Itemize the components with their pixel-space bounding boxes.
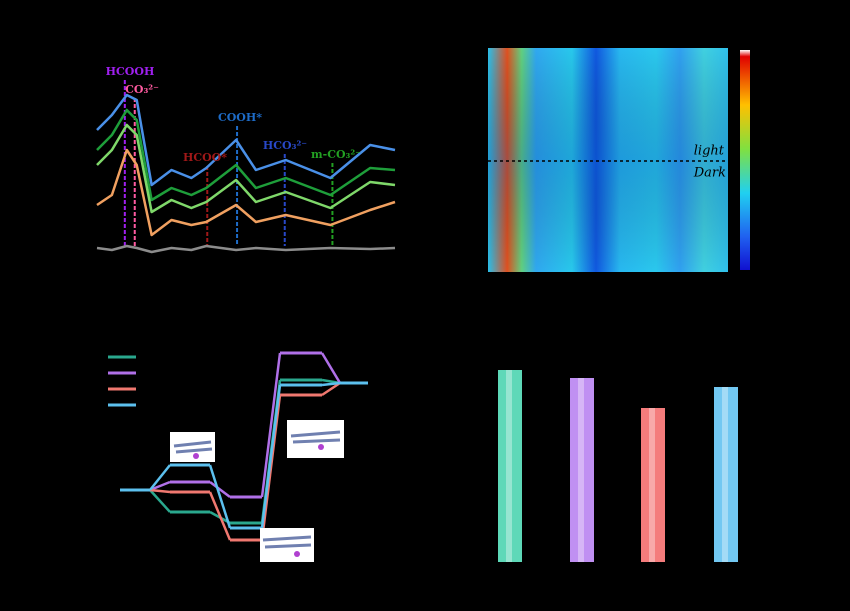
inset-structure [262,535,312,549]
inset-atom [294,551,300,557]
bar-highlight [722,387,728,562]
annotation: CO₃²⁻ [125,83,159,96]
energy-link [320,352,342,384]
annotation: m-CO₃²⁻ [311,148,361,161]
inset-atom [318,444,324,450]
inset-structure [173,440,213,454]
inset-atom [193,453,199,459]
bar [570,378,594,562]
energy-link [149,488,171,494]
energy-link [149,489,171,513]
energy-link [208,464,232,529]
energy-link [321,381,341,387]
bar [498,370,522,562]
heatmap-label: Dark [693,166,726,181]
insets [170,420,344,562]
annotation: HCOO* [183,151,227,164]
spectrum [96,148,396,237]
spectrum [96,123,396,214]
bar-highlight [578,378,584,562]
energy-link [208,491,232,541]
spectrum [96,108,396,202]
bar [714,387,738,562]
annotation: COOH* [218,111,262,124]
bar [641,408,665,562]
heatmap: light Dark [488,48,750,272]
energy-link [260,384,282,529]
energy-link [321,381,341,397]
annotation: HCOOH [106,65,155,78]
heatmap-shade [488,48,728,272]
annotation: HCO₃²⁻ [263,139,307,152]
colorbar [740,50,750,270]
bar-highlight [649,408,655,562]
bar-highlight [506,370,512,562]
inset-structure [290,430,341,444]
spectrum [96,244,396,254]
spectrum [96,93,396,187]
energy-link [149,480,171,492]
energy-link [209,481,231,498]
energy-link [149,464,171,491]
energy-link [260,394,282,541]
energy-link [260,352,282,498]
heatmap-label: light [694,144,725,159]
